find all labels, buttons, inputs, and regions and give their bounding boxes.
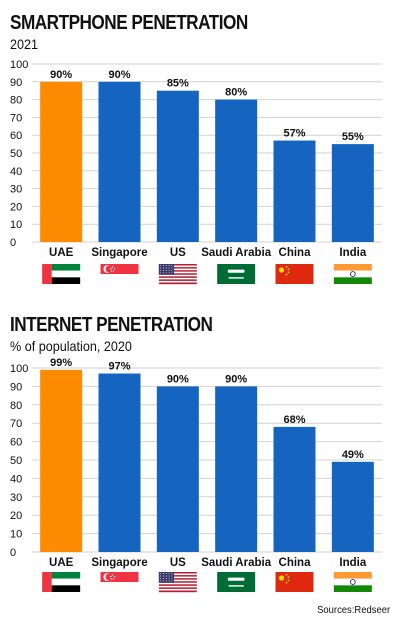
bar <box>215 99 258 242</box>
category-label: China <box>279 557 312 569</box>
y-tick-label: 90 <box>10 381 22 393</box>
bar <box>215 386 258 552</box>
y-tick-label: 90 <box>10 77 22 89</box>
china-flag-icon <box>275 572 314 592</box>
uae-flag-icon <box>42 572 81 592</box>
y-tick-label: 50 <box>10 455 22 467</box>
data-label: 68% <box>283 414 305 426</box>
chart-subtitle: % of population, 2020 <box>10 338 132 354</box>
y-tick-label: 60 <box>10 437 22 449</box>
bar <box>331 461 374 552</box>
bar <box>331 144 374 242</box>
category-label: India <box>339 557 366 569</box>
internet-penetration-chart: INTERNET PENETRATION % of population, 20… <box>0 312 400 630</box>
bar-chart-svg: 0 10 20 30 40 50 60 70 80 90 100 99% UAE 97% Singapore… <box>10 357 382 593</box>
data-label: 55% <box>342 131 364 143</box>
y-tick-label: 0 <box>10 547 16 559</box>
category-label: UAE <box>49 247 74 259</box>
singapore-flag-icon <box>100 572 139 592</box>
bars: 90% UAE 90% Singapore 85% US 80% Saudi Arabia 57… <box>40 69 374 285</box>
smartphone-penetration-chart: SMARTPHONE PENETRATION 2021 0 10 20 30 40 50 6… <box>0 0 400 300</box>
bar <box>40 369 83 552</box>
y-axis: 0 10 20 30 40 50 60 70 80 90 100 <box>10 363 28 559</box>
y-tick-label: 10 <box>10 219 22 231</box>
category-label: China <box>279 247 312 259</box>
data-label: 49% <box>342 449 364 461</box>
data-label: 90% <box>167 373 189 385</box>
data-label: 90% <box>225 373 247 385</box>
uae-flag-icon <box>42 264 81 284</box>
bar <box>273 140 316 242</box>
us-flag-icon <box>158 572 197 593</box>
y-tick-label: 10 <box>10 529 22 541</box>
category-label: US <box>170 557 186 569</box>
category-label: Saudi Arabia <box>201 557 271 569</box>
us-flag-icon <box>158 264 197 285</box>
category-label: India <box>339 247 366 259</box>
gridlines <box>32 63 382 243</box>
bar <box>40 81 83 242</box>
data-label: 85% <box>167 78 189 90</box>
y-tick-label: 70 <box>10 418 22 430</box>
data-label: 97% <box>108 361 130 373</box>
y-tick-label: 40 <box>10 166 22 178</box>
category-label: Singapore <box>91 247 147 259</box>
data-label: 80% <box>225 87 247 99</box>
bar <box>156 90 199 242</box>
y-tick-label: 100 <box>10 59 28 71</box>
y-tick-label: 20 <box>10 510 22 522</box>
category-label: Saudi Arabia <box>201 247 271 259</box>
saudi-arabia-flag-icon <box>217 572 256 592</box>
bar <box>273 426 316 552</box>
bar <box>98 81 141 242</box>
chart-title: SMARTPHONE PENETRATION <box>10 12 248 34</box>
category-label: UAE <box>49 557 74 569</box>
y-tick-label: 80 <box>10 95 22 107</box>
y-tick-label: 0 <box>10 237 16 249</box>
source-note: Sources:Redseer <box>316 604 390 616</box>
y-tick-label: 80 <box>10 400 22 412</box>
y-tick-label: 20 <box>10 201 22 213</box>
bars: 99% UAE 97% Singapore 90% US 90% Saudi Arabia 68… <box>40 357 374 593</box>
china-flag-icon <box>275 264 314 284</box>
y-tick-label: 30 <box>10 184 22 196</box>
data-label: 57% <box>283 128 305 140</box>
data-label: 90% <box>50 69 72 81</box>
bar <box>98 373 141 552</box>
singapore-flag-icon <box>100 264 139 284</box>
y-tick-label: 30 <box>10 492 22 504</box>
gridlines <box>32 367 382 553</box>
category-label: Singapore <box>91 557 147 569</box>
india-flag-icon <box>333 572 372 592</box>
y-axis: 0 10 20 30 40 50 60 70 80 90 100 <box>10 59 28 249</box>
chart-subtitle: 2021 <box>10 36 39 52</box>
category-label: US <box>170 247 186 259</box>
saudi-arabia-flag-icon <box>217 264 256 284</box>
y-tick-label: 70 <box>10 112 22 124</box>
bar <box>156 386 199 552</box>
y-tick-label: 60 <box>10 130 22 142</box>
data-label: 90% <box>108 69 130 81</box>
chart-title: INTERNET PENETRATION <box>10 314 213 336</box>
y-tick-label: 40 <box>10 473 22 485</box>
bar-chart-svg: 0 10 20 30 40 50 60 70 80 90 100 90% UAE 90% Singapore… <box>10 59 382 285</box>
y-tick-label: 100 <box>10 363 28 375</box>
y-tick-label: 50 <box>10 148 22 160</box>
india-flag-icon <box>333 264 372 284</box>
data-label: 99% <box>50 357 72 369</box>
